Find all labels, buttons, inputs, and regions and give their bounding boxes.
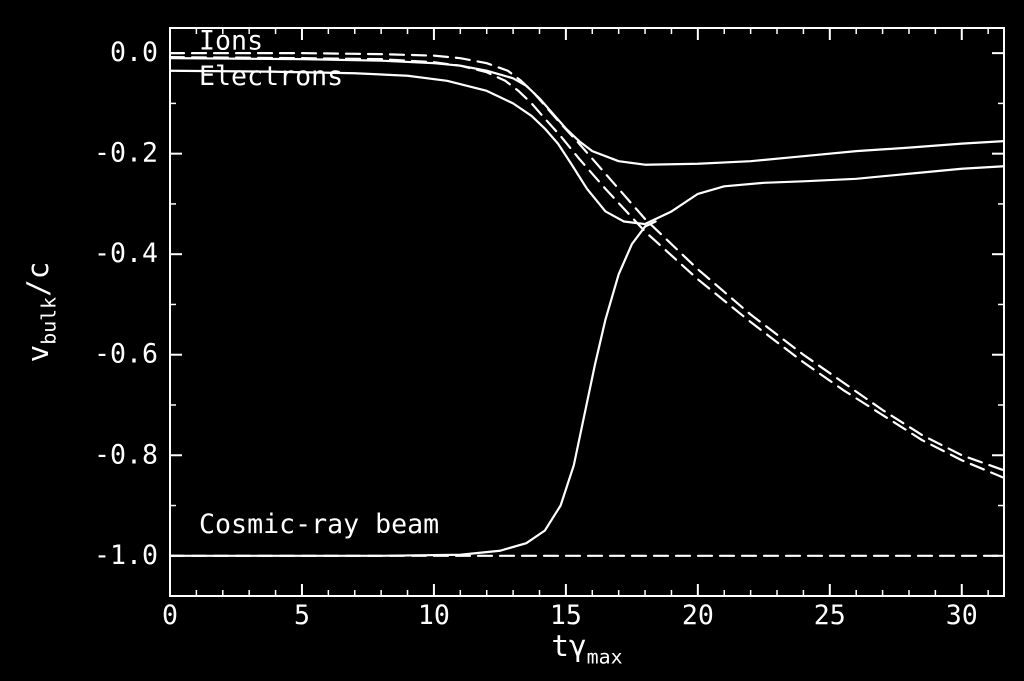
xtick-label: 30 <box>946 600 978 631</box>
ytick-label: -0.4 <box>94 238 158 269</box>
xtick-label: 15 <box>550 600 582 631</box>
ytick-label: 0.0 <box>110 37 158 68</box>
series-label: Cosmic-ray beam <box>199 509 439 540</box>
xtick-label: 10 <box>418 600 450 631</box>
ytick-label: -1.0 <box>94 540 158 571</box>
ytick-label: -0.8 <box>94 439 158 470</box>
xtick-label: 5 <box>294 600 310 631</box>
series-label: Electrons <box>199 61 343 92</box>
xtick-label: 0 <box>162 600 178 631</box>
xtick-label: 20 <box>682 600 714 631</box>
xtick-label: 25 <box>814 600 846 631</box>
ytick-label: -0.2 <box>94 138 158 169</box>
ytick-label: -0.6 <box>94 339 158 370</box>
series-label: Ions <box>199 26 263 57</box>
chart-container: 0510152025300.0-0.2-0.4-0.6-0.8-1.0tγmax… <box>0 0 1024 681</box>
velocity-chart: 0510152025300.0-0.2-0.4-0.6-0.8-1.0tγmax… <box>0 0 1024 681</box>
